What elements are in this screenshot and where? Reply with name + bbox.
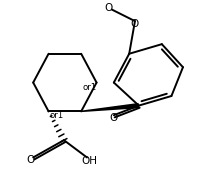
Text: or1: or1 [82, 83, 96, 92]
Text: O: O [26, 155, 35, 165]
Text: O: O [104, 3, 112, 13]
Text: OH: OH [82, 156, 98, 166]
Polygon shape [81, 103, 139, 112]
Text: O: O [110, 113, 118, 123]
Text: or1: or1 [50, 111, 64, 120]
Text: O: O [131, 19, 139, 29]
